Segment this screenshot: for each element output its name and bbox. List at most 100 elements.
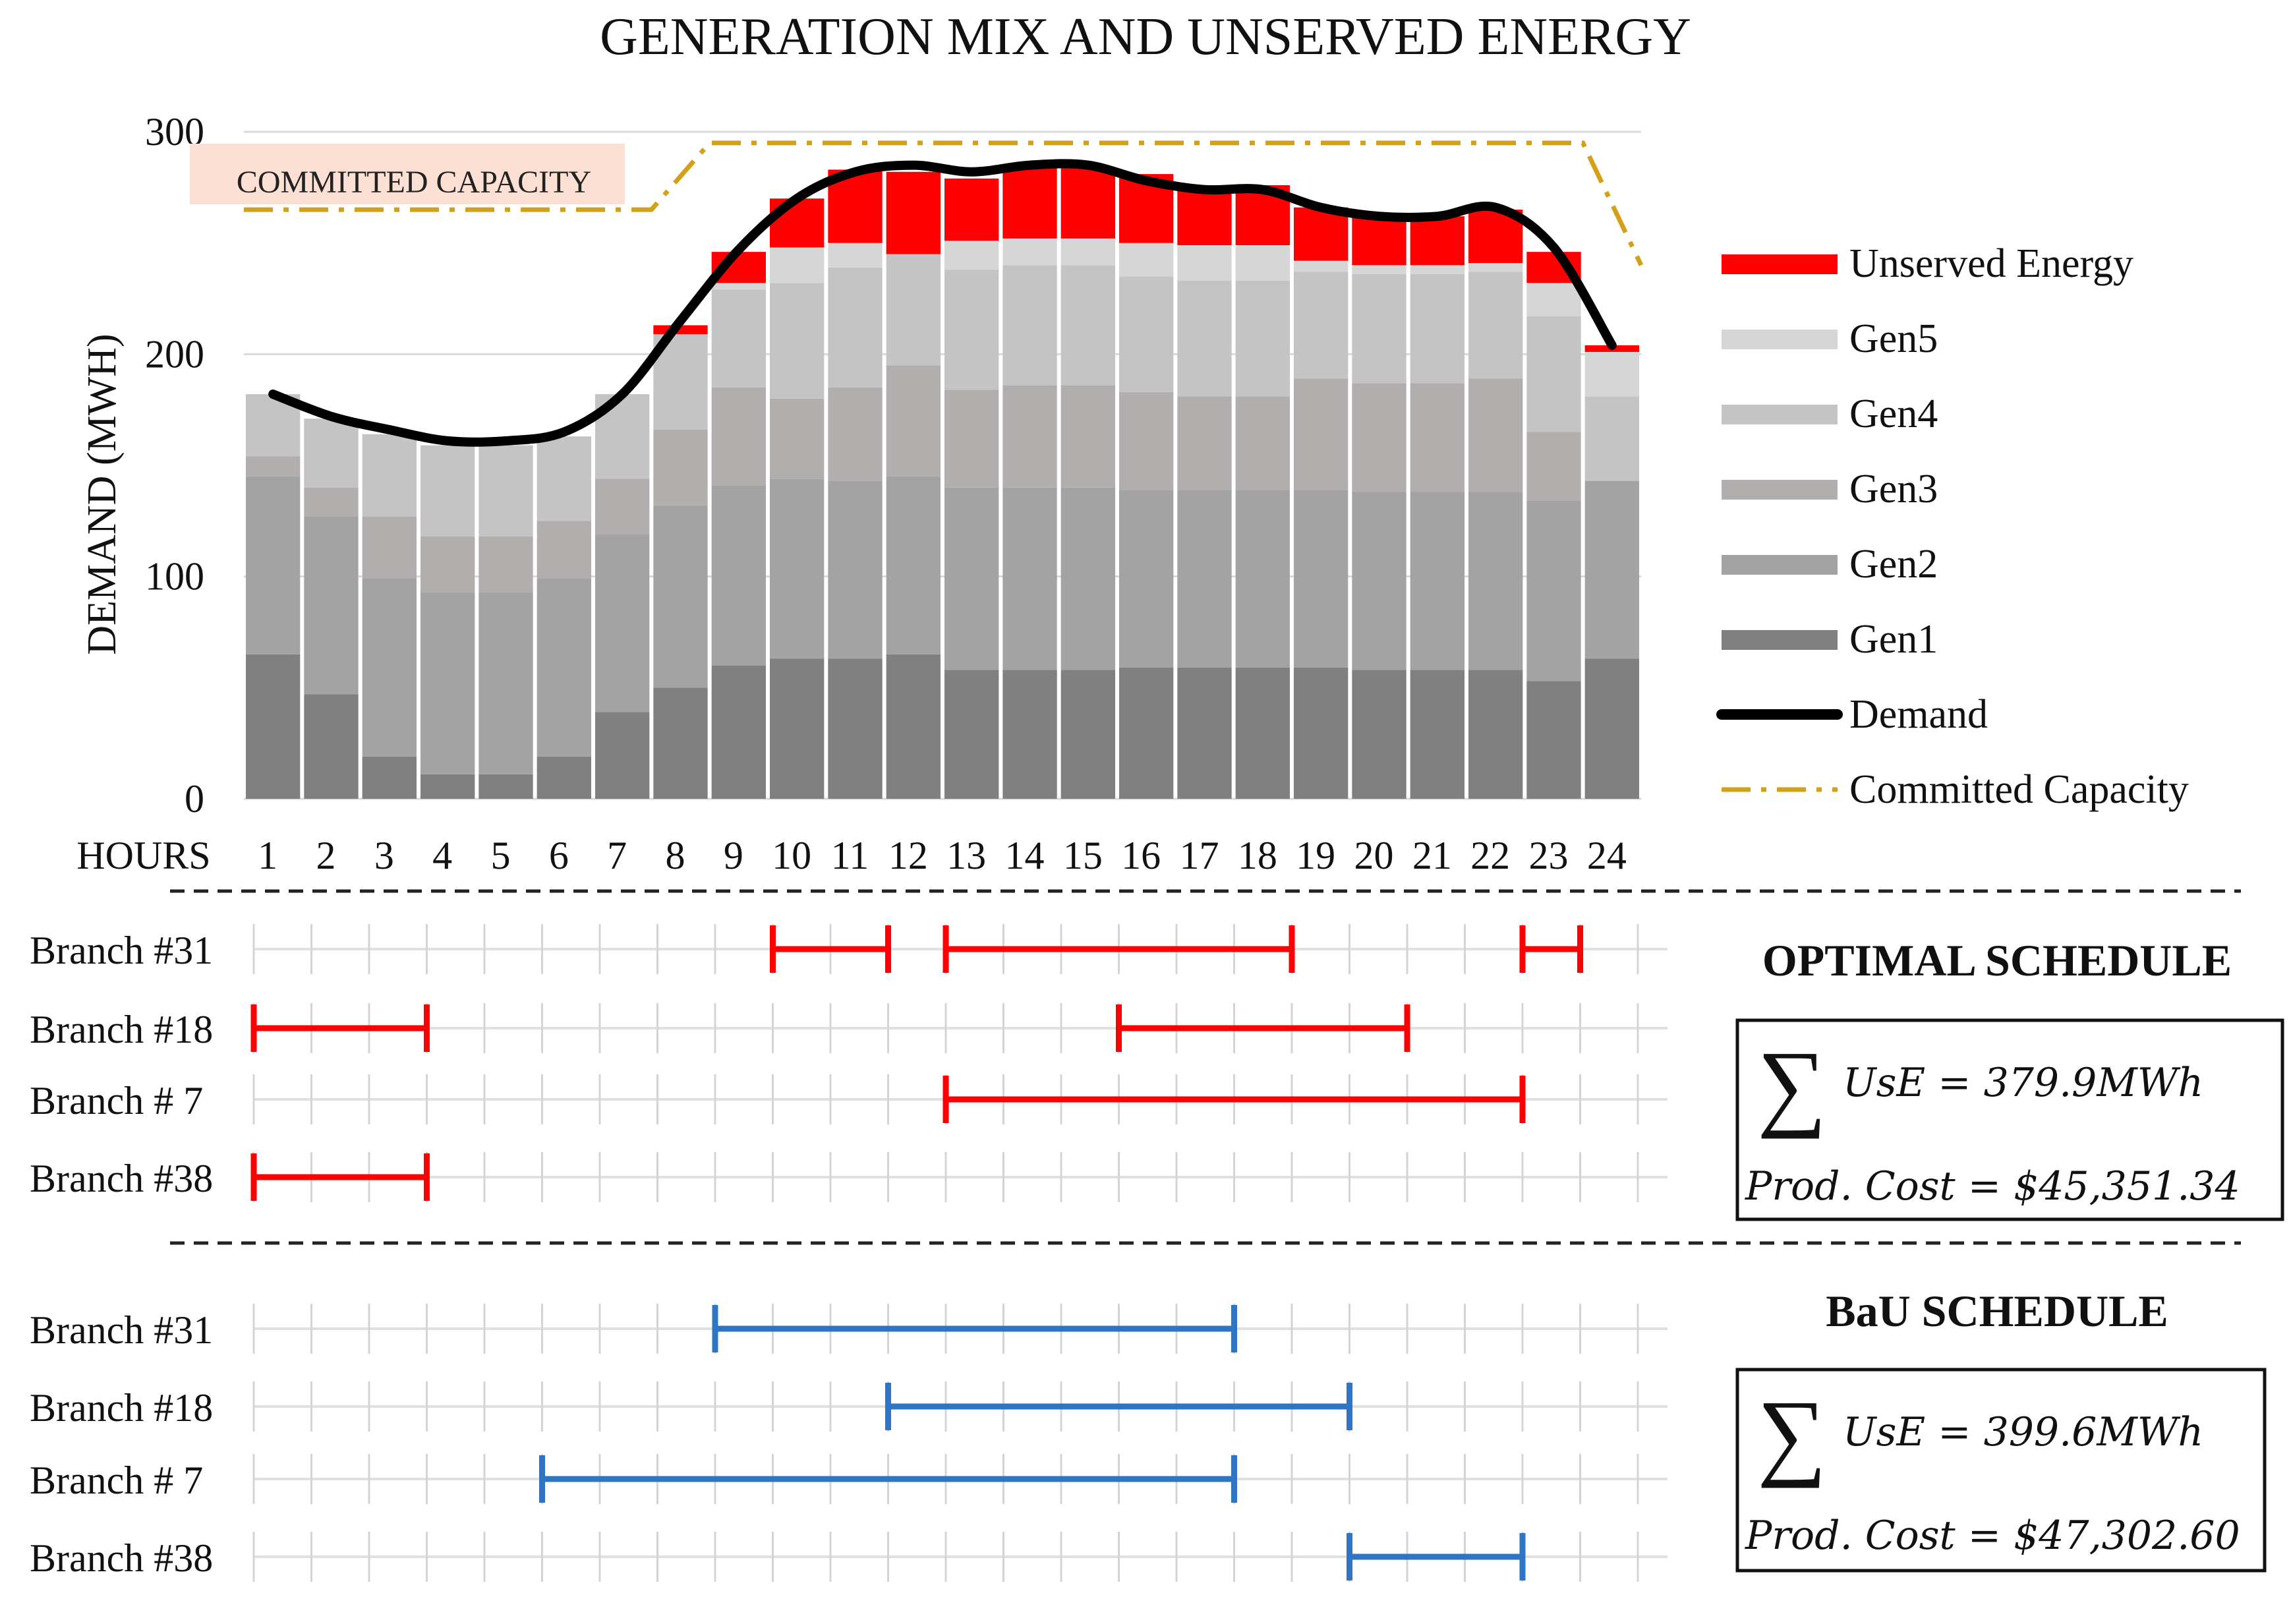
bar-gen3-h13: [944, 390, 999, 488]
bar-gen2-h12: [886, 476, 941, 654]
bar-gen3-h11: [828, 387, 883, 481]
stacked-bars: [246, 167, 1639, 799]
result-box: [1735, 1018, 2284, 1221]
bar-gen3-h23: [1526, 432, 1581, 501]
branch-label: Branch #31: [30, 1308, 213, 1352]
bar-gen4-h22: [1468, 272, 1523, 379]
bar-gen1-h16: [1119, 667, 1174, 799]
bar-gen1-h24: [1584, 658, 1639, 799]
bar-gen1-h7: [595, 712, 650, 799]
bar-gen3-h14: [1002, 385, 1057, 488]
bar-gen1-h4: [420, 774, 475, 799]
x-tick-label: 2: [316, 834, 336, 877]
bar-gen2-h5: [478, 592, 533, 774]
bar-gen3-h8: [653, 430, 708, 506]
bar-gen5-h15: [1060, 238, 1115, 266]
bar-gen5-h10: [770, 247, 825, 283]
bar-gen2-h6: [536, 579, 591, 757]
bar-gen2-h18: [1235, 490, 1290, 668]
bar-unserved-energy-h19: [1294, 207, 1348, 261]
bar-gen1-h12: [886, 654, 941, 799]
bar-gen1-h6: [536, 756, 591, 799]
bar-gen4-h21: [1410, 274, 1464, 384]
bar-gen4-h2: [304, 419, 359, 488]
sum-symbol: ∑: [1757, 1381, 1827, 1489]
bar-gen2-h9: [711, 485, 766, 666]
bar-gen5-h21: [1410, 265, 1464, 274]
bar-gen4-h5: [478, 445, 533, 536]
bar-gen2-h17: [1177, 490, 1232, 668]
legend-label-demand: Demand: [1849, 692, 1988, 737]
bar-gen5-h14: [1002, 238, 1057, 266]
legend-label-gen4: Gen4: [1849, 392, 1938, 436]
x-tick-label: 10: [772, 834, 811, 877]
x-tick-label: 21: [1412, 834, 1452, 877]
x-tick-label: 5: [491, 834, 511, 877]
bar-gen4-h24: [1584, 396, 1639, 481]
bar-gen3-h4: [420, 536, 475, 593]
x-tick-label: 16: [1121, 834, 1161, 877]
bar-gen2-h13: [944, 487, 999, 670]
branch-label: Branch # 7: [30, 1459, 203, 1502]
legend: Unserved Energy Gen5 Gen4 Gen3 Gen2 Gen1 Deman…: [1716, 241, 2189, 812]
bar-unserved-energy-h14: [1002, 167, 1057, 239]
bar-gen2-h24: [1584, 480, 1639, 659]
bar-gen5-h16: [1119, 243, 1174, 277]
branch-label: Branch #38: [30, 1536, 213, 1580]
bar-gen1-h17: [1177, 667, 1232, 799]
x-tick-label: 12: [888, 834, 928, 877]
bar-gen2-h19: [1294, 490, 1348, 668]
bar-gen4-h17: [1177, 281, 1232, 397]
bar-gen3-h5: [478, 536, 533, 593]
unserved-energy-total: UsE = 379.9MWh: [1843, 1060, 2203, 1106]
bar-gen4-h6: [536, 436, 591, 521]
x-tick-label: 4: [432, 834, 452, 877]
y-axis-label: DEMAND (MWH): [80, 334, 125, 654]
bar-gen3-h9: [711, 387, 766, 486]
legend-label-gen3: Gen3: [1849, 467, 1938, 511]
bar-gen2-h4: [420, 592, 475, 774]
x-tick-label: 11: [831, 834, 869, 877]
bar-gen1-h5: [478, 774, 533, 799]
bar-gen2-h3: [362, 579, 417, 757]
bar-gen1-h10: [770, 658, 825, 799]
x-tick-label: 19: [1296, 834, 1335, 877]
x-tick-labels: 1 2 3 4 5 6 7 8 9 10 11 12 13 14 15 16 17 18 19 20 21 22 23 24: [258, 834, 1627, 877]
bar-gen5-h22: [1468, 263, 1523, 272]
bar-unserved-energy-h12: [886, 171, 941, 254]
bar-gen4-h19: [1294, 272, 1348, 379]
line-demand: [268, 159, 1617, 447]
bar-gen5-h24: [1584, 351, 1639, 397]
x-tick-label: 18: [1238, 834, 1277, 877]
bar-gen3-h20: [1352, 383, 1406, 492]
sum-symbol: ∑: [1757, 1031, 1827, 1140]
unserved-energy-total: UsE = 399.6MWh: [1843, 1409, 2203, 1455]
branch-label: Branch #18: [30, 1386, 213, 1430]
x-tick-label: 14: [1005, 834, 1045, 877]
bar-gen4-h3: [362, 434, 417, 517]
bar-gen4-h10: [770, 283, 825, 399]
y-tick-label: 200: [145, 332, 204, 376]
bar-gen2-h7: [595, 534, 650, 712]
bar-gen1-h14: [1002, 670, 1057, 799]
bar-gen2-h2: [304, 516, 359, 695]
bar-gen1-h8: [653, 687, 708, 799]
production-cost: Prod. Cost = $45,351.34: [1745, 1163, 2240, 1209]
bar-unserved-energy-h21: [1410, 216, 1464, 266]
bar-gen3-h17: [1177, 396, 1232, 490]
bar-gen4-h18: [1235, 281, 1290, 397]
bar-gen2-h22: [1468, 492, 1523, 670]
bar-unserved-energy-h17: [1177, 185, 1232, 246]
production-cost: Prod. Cost = $47,302.60: [1745, 1513, 2240, 1559]
bar-unserved-energy-h13: [944, 178, 999, 241]
bar-gen4-h13: [944, 270, 999, 390]
x-tick-label: 17: [1180, 834, 1219, 877]
bar-gen2-h8: [653, 505, 708, 688]
bar-gen5-h17: [1177, 245, 1232, 281]
schedule-1: Branch #31 Branch #18 Branch # 7 Branch #38…: [30, 1286, 2267, 1582]
bar-gen1-h19: [1294, 667, 1348, 799]
bar-gen2-h20: [1352, 492, 1406, 670]
legend-swatch-gen5: [1722, 330, 1838, 349]
x-tick-label: 20: [1354, 834, 1394, 877]
bar-gen4-h11: [828, 267, 883, 388]
